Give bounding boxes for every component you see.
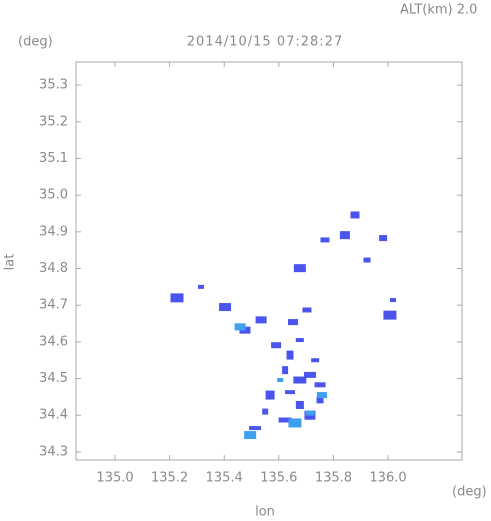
echo-cell [320,237,330,243]
echo-cell [249,426,262,431]
echo-cell [316,392,327,399]
altitude-label: ALT(km) 2.0 [400,3,477,18]
y-unit: (deg) [18,35,53,50]
echo-cell [271,342,282,349]
echo-cell [293,264,306,273]
echo-cell [170,293,184,303]
y-tick-label: 34.8 [39,261,68,276]
y-tick-label: 35.0 [39,188,68,203]
x-unit: (deg) [452,485,487,500]
x-tick-label: 135.8 [315,471,352,486]
echo-cell [288,418,302,428]
echo-cell [295,338,304,343]
echo-cell [314,382,326,388]
x-tick-label: 135.0 [96,471,133,486]
echo-cell [363,257,371,263]
echo-cell [288,319,299,326]
x-tick-label: 135.4 [206,471,243,486]
y-tick-label: 34.5 [39,371,68,386]
y-tick-label: 34.7 [39,298,68,313]
echo-cell [285,390,296,395]
plot-frame [75,61,463,461]
echo-cell [316,396,324,404]
echo-cell [262,408,269,415]
echo-cell [278,417,292,423]
y-tick-label: 35.1 [39,151,68,166]
echo-cell [350,211,360,219]
x-tick-label: 135.2 [151,471,188,486]
y-tick-label: 34.9 [39,224,68,239]
echo-cell [303,371,316,378]
echo-cell [379,235,388,242]
echo-cell [234,323,246,331]
echo-cell [339,231,350,240]
y-tick-label: 34.6 [39,334,68,349]
y-axis-label: lat [3,254,18,271]
echo-cell [286,350,294,360]
echo-cell [255,316,267,324]
echo-cell [265,390,275,400]
x-tick-label: 135.6 [260,471,297,486]
echo-cell [277,378,284,383]
echo-cell [198,284,205,289]
echo-cell [219,303,232,312]
x-tick-label: 136.0 [369,471,406,486]
y-tick-label: 35.2 [39,114,68,129]
echo-cell [282,366,289,375]
y-tick-label: 34.4 [39,408,68,423]
chart-title: 2014/10/15 07:28:27 [187,35,343,50]
echo-cell [295,400,304,409]
echo-cell [389,298,396,303]
echo-cell [244,431,257,440]
echo-cell [311,358,320,363]
y-tick-label: 35.3 [39,78,68,93]
y-tick-label: 34.3 [39,444,68,459]
echo-cell [305,410,315,416]
echo-cell [302,307,312,313]
echo-cell [383,310,397,320]
x-axis-label: lon [255,505,275,520]
echo-cell [293,376,307,384]
